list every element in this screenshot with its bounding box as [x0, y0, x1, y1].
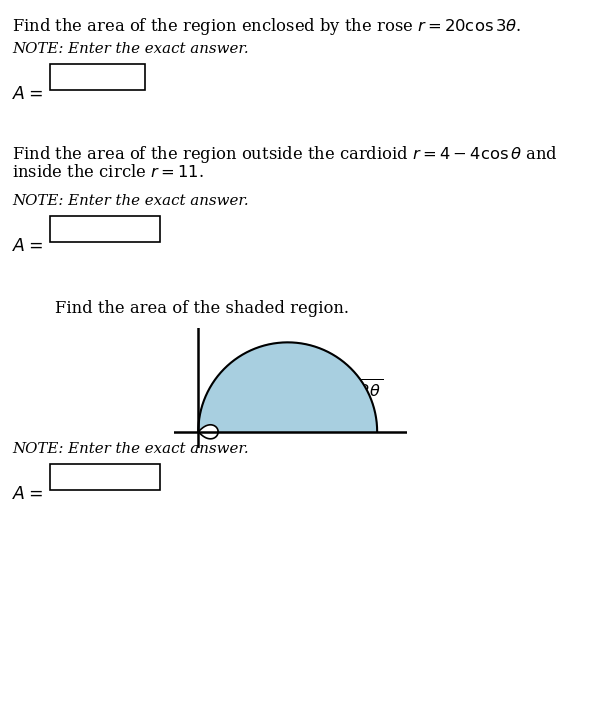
- FancyBboxPatch shape: [50, 464, 160, 490]
- Text: Find the area of the shaded region.: Find the area of the shaded region.: [55, 300, 349, 317]
- Polygon shape: [198, 342, 377, 432]
- Text: $A =$: $A =$: [12, 238, 43, 255]
- Text: $A =$: $A =$: [12, 86, 43, 103]
- Polygon shape: [198, 432, 218, 439]
- Text: $r = 9\cos\theta$: $r = 9\cos\theta$: [292, 400, 370, 417]
- Polygon shape: [198, 425, 218, 432]
- Text: NOTE: Enter the exact answer.: NOTE: Enter the exact answer.: [12, 194, 248, 208]
- Text: NOTE: Enter the exact answer.: NOTE: Enter the exact answer.: [12, 42, 248, 56]
- FancyBboxPatch shape: [50, 216, 160, 242]
- Text: Find the area of the region outside the cardioid $r = 4 - 4\cos\theta$ and: Find the area of the region outside the …: [12, 144, 558, 165]
- FancyBboxPatch shape: [50, 64, 145, 90]
- Text: NOTE: Enter the exact answer.: NOTE: Enter the exact answer.: [12, 442, 248, 456]
- Text: Find the area of the region enclosed by the rose $r = 20\cos 3\theta$.: Find the area of the region enclosed by …: [12, 16, 521, 37]
- Text: $r = \sqrt{\cos 2\theta}$: $r = \sqrt{\cos 2\theta}$: [292, 380, 383, 402]
- Text: inside the circle $r = 11$.: inside the circle $r = 11$.: [12, 164, 204, 181]
- Text: $A =$: $A =$: [12, 486, 43, 503]
